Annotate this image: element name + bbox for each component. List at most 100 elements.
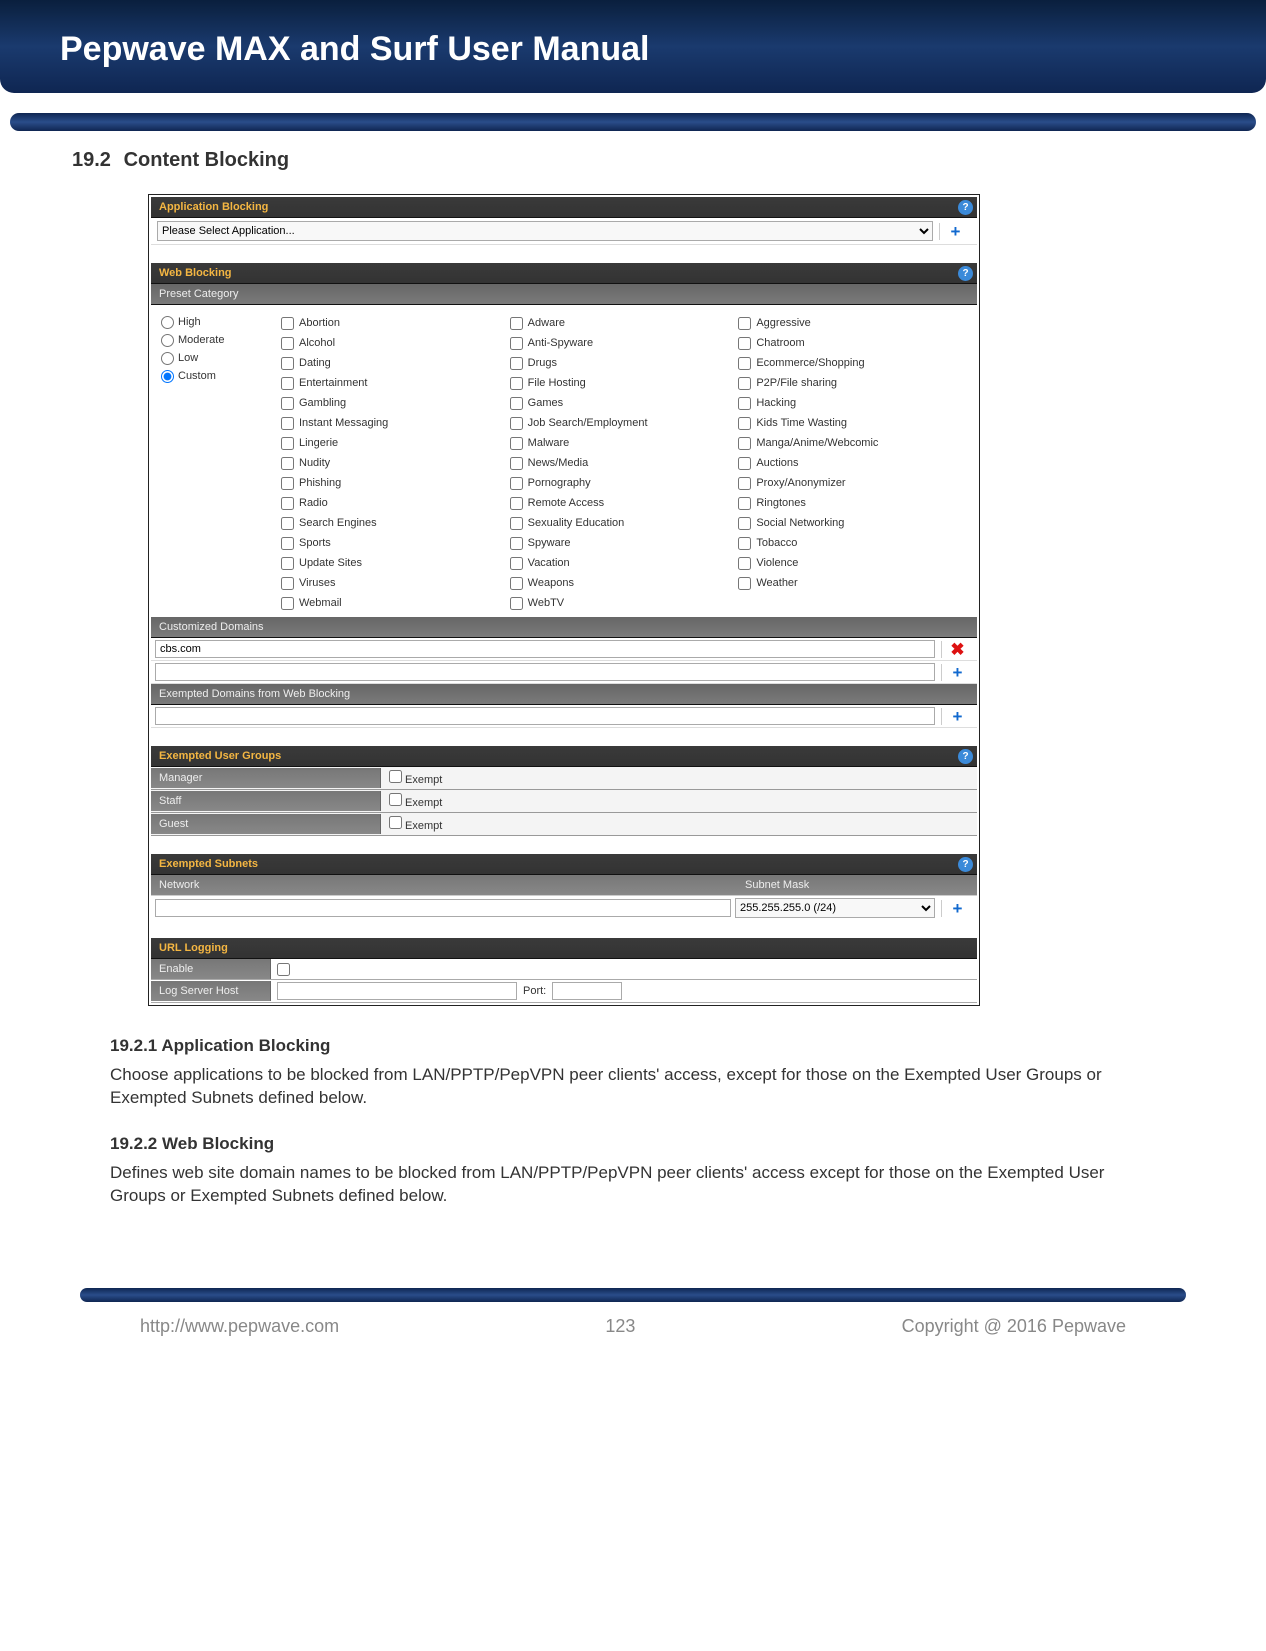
log-host-row: Log Server Host Port: bbox=[151, 980, 977, 1003]
level-radio[interactable]: Custom bbox=[161, 367, 273, 385]
category-checkbox[interactable]: Vacation bbox=[510, 553, 731, 573]
subnet-row: 255.255.255.0 (/24) + bbox=[151, 895, 977, 920]
group-label: Manager bbox=[151, 768, 381, 788]
category-column-4: AggressiveChatroomEcommerce/ShoppingP2P/… bbox=[738, 313, 967, 613]
preset-category-header: Preset Category bbox=[151, 284, 977, 305]
category-checkbox[interactable]: Webmail bbox=[281, 593, 502, 613]
category-checkbox[interactable]: Spyware bbox=[510, 533, 731, 553]
category-checkbox[interactable]: Radio bbox=[281, 493, 502, 513]
category-checkbox[interactable]: Malware bbox=[510, 433, 731, 453]
category-checkbox[interactable]: Social Networking bbox=[738, 513, 959, 533]
category-checkbox[interactable]: Kids Time Wasting bbox=[738, 413, 959, 433]
category-checkbox[interactable]: Search Engines bbox=[281, 513, 502, 533]
header-divider bbox=[10, 113, 1256, 131]
category-checkbox[interactable]: Games bbox=[510, 393, 731, 413]
category-checkbox[interactable]: File Hosting bbox=[510, 373, 731, 393]
exempt-checkbox[interactable] bbox=[389, 770, 402, 783]
category-checkbox[interactable]: Sexuality Education bbox=[510, 513, 731, 533]
add-subnet-button[interactable]: + bbox=[953, 899, 963, 918]
category-checkbox[interactable]: Lingerie bbox=[281, 433, 502, 453]
subnet-mask-select[interactable]: 255.255.255.0 (/24) bbox=[735, 898, 935, 918]
custom-domain-input[interactable] bbox=[155, 663, 935, 681]
port-input[interactable] bbox=[552, 982, 622, 1000]
level-radio[interactable]: Moderate bbox=[161, 331, 273, 349]
level-radio[interactable]: Low bbox=[161, 349, 273, 367]
category-checkbox[interactable]: Viruses bbox=[281, 573, 502, 593]
category-checkbox[interactable]: Alcohol bbox=[281, 333, 502, 353]
groups-container: Manager ExemptStaff ExemptGuest Exempt bbox=[151, 767, 977, 836]
category-checkbox[interactable]: Anti-Spyware bbox=[510, 333, 731, 353]
custom-domain-row: ✖ bbox=[151, 638, 977, 661]
category-checkbox[interactable]: Nudity bbox=[281, 453, 502, 473]
category-checkbox[interactable]: Remote Access bbox=[510, 493, 731, 513]
category-checkbox[interactable]: Chatroom bbox=[738, 333, 959, 353]
help-icon[interactable]: ? bbox=[958, 857, 973, 872]
subsection-text: Choose applications to be blocked from L… bbox=[110, 1064, 1156, 1110]
category-checkbox[interactable]: Weather bbox=[738, 573, 959, 593]
subsection-heading: 19.2.2 Web Blocking bbox=[110, 1134, 1156, 1154]
add-domain-button[interactable]: + bbox=[953, 663, 963, 682]
category-checkbox[interactable]: Sports bbox=[281, 533, 502, 553]
add-app-button[interactable]: + bbox=[951, 222, 961, 241]
subsection-heading: 19.2.1 Application Blocking bbox=[110, 1036, 1156, 1056]
help-icon[interactable]: ? bbox=[958, 200, 973, 215]
add-exempted-button[interactable]: + bbox=[953, 707, 963, 726]
group-row: Staff Exempt bbox=[151, 790, 977, 813]
help-icon[interactable]: ? bbox=[958, 749, 973, 764]
category-checkbox[interactable]: Ringtones bbox=[738, 493, 959, 513]
app-blocking-header: Application Blocking ? bbox=[151, 197, 977, 218]
category-checkbox[interactable]: Aggressive bbox=[738, 313, 959, 333]
document-title: Pepwave MAX and Surf User Manual bbox=[60, 30, 1206, 69]
category-checkbox[interactable]: Update Sites bbox=[281, 553, 502, 573]
exempt-checkbox[interactable] bbox=[389, 793, 402, 806]
category-checkbox[interactable]: P2P/File sharing bbox=[738, 373, 959, 393]
group-label: Staff bbox=[151, 791, 381, 811]
category-checkbox[interactable]: Ecommerce/Shopping bbox=[738, 353, 959, 373]
category-checkbox[interactable]: Auctions bbox=[738, 453, 959, 473]
category-checkbox[interactable]: Violence bbox=[738, 553, 959, 573]
category-checkbox[interactable]: Dating bbox=[281, 353, 502, 373]
log-host-input[interactable] bbox=[277, 982, 517, 1000]
subnet-columns-header: Network Subnet Mask bbox=[151, 875, 977, 895]
category-checkbox[interactable]: Drugs bbox=[510, 353, 731, 373]
category-checkbox[interactable]: Instant Messaging bbox=[281, 413, 502, 433]
category-checkbox[interactable]: Job Search/Employment bbox=[510, 413, 731, 433]
app-select-row: Please Select Application... + bbox=[151, 218, 977, 245]
category-column-3: AdwareAnti-SpywareDrugsFile HostingGames… bbox=[510, 313, 739, 613]
remove-domain-button[interactable]: ✖ bbox=[950, 640, 964, 659]
page-number: 123 bbox=[339, 1316, 902, 1337]
category-checkbox[interactable]: Gambling bbox=[281, 393, 502, 413]
footer-divider bbox=[80, 1288, 1186, 1302]
category-checkbox[interactable]: Abortion bbox=[281, 313, 502, 333]
customized-domains-header: Customized Domains bbox=[151, 617, 977, 638]
enable-checkbox[interactable] bbox=[277, 963, 290, 976]
category-checkbox[interactable]: Pornography bbox=[510, 473, 731, 493]
exempted-domain-input[interactable] bbox=[155, 707, 935, 725]
web-blocking-header: Web Blocking ? bbox=[151, 263, 977, 284]
help-icon[interactable]: ? bbox=[958, 266, 973, 281]
network-input[interactable] bbox=[155, 899, 731, 917]
category-checkbox[interactable]: News/Media bbox=[510, 453, 731, 473]
category-checkbox[interactable]: Manga/Anime/Webcomic bbox=[738, 433, 959, 453]
mask-column-label: Subnet Mask bbox=[737, 875, 945, 895]
exempt-checkbox[interactable] bbox=[389, 816, 402, 829]
category-checkbox[interactable]: Weapons bbox=[510, 573, 731, 593]
category-checkbox[interactable]: Hacking bbox=[738, 393, 959, 413]
category-checkbox[interactable]: Phishing bbox=[281, 473, 502, 493]
group-label: Guest bbox=[151, 814, 381, 834]
subsection-text: Defines web site domain names to be bloc… bbox=[110, 1162, 1156, 1208]
page-footer: http://www.pepwave.com 123 Copyright @ 2… bbox=[110, 1288, 1156, 1337]
category-checkbox[interactable]: Tobacco bbox=[738, 533, 959, 553]
level-column: HighModerateLowCustom bbox=[161, 313, 281, 613]
application-select[interactable]: Please Select Application... bbox=[157, 221, 933, 241]
exempted-groups-header: Exempted User Groups ? bbox=[151, 746, 977, 767]
custom-domain-input[interactable] bbox=[155, 640, 935, 658]
section-title: Content Blocking bbox=[124, 149, 290, 171]
category-checkbox[interactable]: Proxy/Anonymizer bbox=[738, 473, 959, 493]
category-checkbox[interactable]: Entertainment bbox=[281, 373, 502, 393]
level-radio[interactable]: High bbox=[161, 313, 273, 331]
category-checkbox[interactable]: WebTV bbox=[510, 593, 731, 613]
section-heading: 19.2 Content Blocking bbox=[72, 149, 1156, 172]
exempted-domains-header: Exempted Domains from Web Blocking bbox=[151, 684, 977, 705]
category-checkbox[interactable]: Adware bbox=[510, 313, 731, 333]
